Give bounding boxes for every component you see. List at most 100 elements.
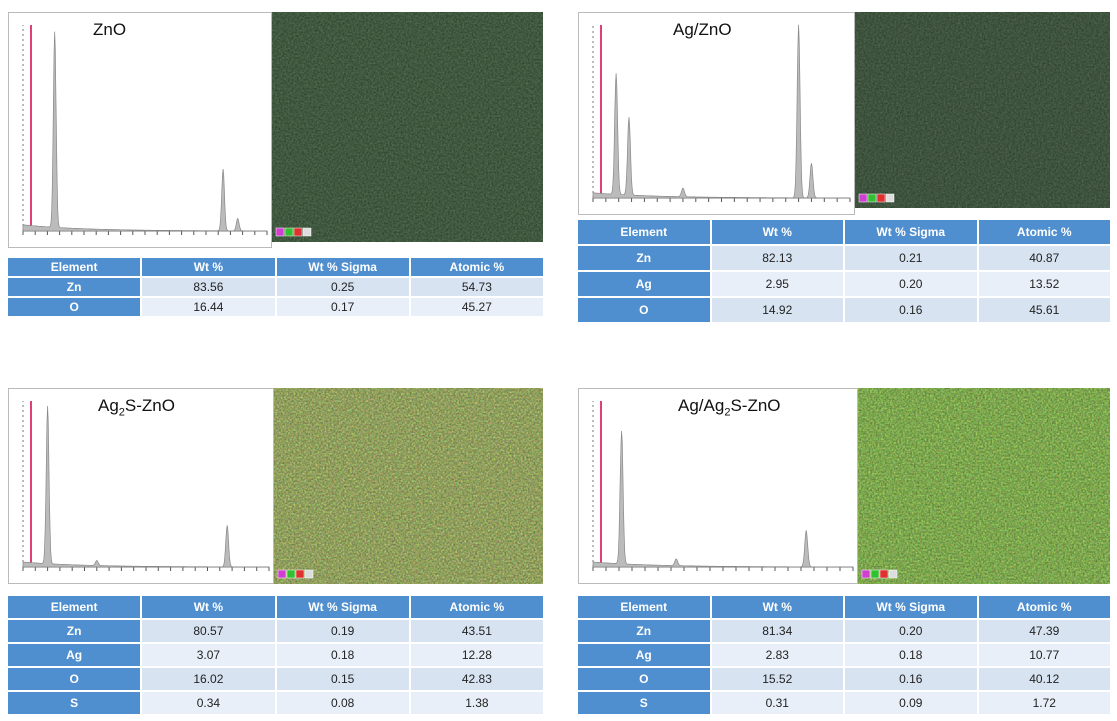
table-cell: 0.21	[845, 246, 977, 270]
map-noise	[272, 12, 543, 242]
spectrum-image	[578, 12, 855, 215]
header-cell: Atomic %	[411, 258, 543, 276]
table-cell: S	[8, 692, 140, 714]
spectrum-trace	[593, 25, 850, 198]
table-cell: Zn	[8, 278, 140, 296]
table-cell: 16.44	[142, 298, 274, 316]
map-legend-swatch	[889, 570, 897, 578]
header-cell: Element	[578, 596, 710, 618]
table-cell: 10.77	[979, 644, 1111, 666]
table-cell: Zn	[578, 620, 710, 642]
page: ZnOElementWt %Wt % SigmaAtomic %Zn83.560…	[0, 0, 1117, 721]
table-cell: 40.12	[979, 668, 1111, 690]
map-legend-swatch	[294, 228, 302, 236]
spectrum-image	[8, 12, 272, 248]
title-part: S-ZnO	[730, 396, 780, 415]
table-cell: 0.16	[845, 298, 977, 322]
header-cell: Atomic %	[411, 596, 543, 618]
table-cell: Zn	[578, 246, 710, 270]
map-legend-swatch	[877, 194, 885, 202]
table-cell: 0.25	[277, 278, 409, 296]
table-cell: 15.52	[712, 668, 844, 690]
table-cell: 13.52	[979, 272, 1111, 296]
map-legend-swatch	[862, 570, 870, 578]
header-cell: Element	[8, 596, 140, 618]
table-cell: 3.07	[142, 644, 274, 666]
table-cell: 0.18	[277, 644, 409, 666]
spectrum	[579, 13, 855, 215]
table-row: S0.340.081.38	[8, 692, 543, 714]
map-noise	[855, 12, 1110, 208]
table-cell: 0.18	[845, 644, 977, 666]
map	[272, 12, 543, 242]
title-part: Ag/ZnO	[673, 20, 732, 39]
table-cell: 83.56	[142, 278, 274, 296]
table-cell: 12.28	[411, 644, 543, 666]
table-cell: O	[8, 668, 140, 690]
map-legend-swatch	[296, 570, 304, 578]
table-cell: 16.02	[142, 668, 274, 690]
table-cell: 0.19	[277, 620, 409, 642]
map-noise	[858, 388, 1110, 584]
header-cell: Wt %	[712, 220, 844, 244]
table-cell: 54.73	[411, 278, 543, 296]
table: ElementWt %Wt % SigmaAtomic %Zn81.340.20…	[578, 596, 1110, 714]
title-part: Ag	[98, 396, 119, 415]
table-cell: 81.34	[712, 620, 844, 642]
spectrum-trace	[23, 406, 269, 567]
title-part: ZnO	[93, 20, 126, 39]
map-legend-swatch	[305, 570, 313, 578]
table-cell: 40.87	[979, 246, 1111, 270]
table-cell: 0.15	[277, 668, 409, 690]
table-cell: 2.83	[712, 644, 844, 666]
header-cell: Wt % Sigma	[845, 220, 977, 244]
map-noise	[274, 388, 543, 584]
table-cell: 14.92	[712, 298, 844, 322]
table-cell: 43.51	[411, 620, 543, 642]
map-legend-swatch	[303, 228, 311, 236]
header-cell: Wt % Sigma	[845, 596, 977, 618]
title-part: Ag/Ag	[678, 396, 724, 415]
map-legend-swatch	[285, 228, 293, 236]
panel-title: Ag/Ag2S-ZnO	[678, 396, 781, 418]
table-cell: 1.38	[411, 692, 543, 714]
table-cell: Ag	[578, 644, 710, 666]
table-cell: 82.13	[712, 246, 844, 270]
header-cell: Atomic %	[979, 596, 1111, 618]
map	[274, 388, 543, 584]
map-legend-swatch	[880, 570, 888, 578]
panel-title: Ag/ZnO	[673, 20, 732, 40]
header-cell: Element	[8, 258, 140, 276]
table-cell: Ag	[578, 272, 710, 296]
map	[858, 388, 1110, 584]
element-map	[855, 12, 1110, 208]
table-cell: 0.16	[845, 668, 977, 690]
header-cell: Element	[578, 220, 710, 244]
map-legend-swatch	[868, 194, 876, 202]
table-row: S0.310.091.72	[578, 692, 1110, 714]
header-cell: Wt %	[712, 596, 844, 618]
element-map	[274, 388, 543, 584]
table-cell: 0.20	[845, 272, 977, 296]
table-cell: 0.34	[142, 692, 274, 714]
table-cell: O	[578, 298, 710, 322]
panel-title: Ag2S-ZnO	[98, 396, 175, 418]
table-row: O16.020.1542.83	[8, 668, 543, 690]
header-cell: Wt % Sigma	[277, 596, 409, 618]
table-cell: S	[578, 692, 710, 714]
header-cell: Atomic %	[979, 220, 1111, 244]
table-cell: 45.27	[411, 298, 543, 316]
